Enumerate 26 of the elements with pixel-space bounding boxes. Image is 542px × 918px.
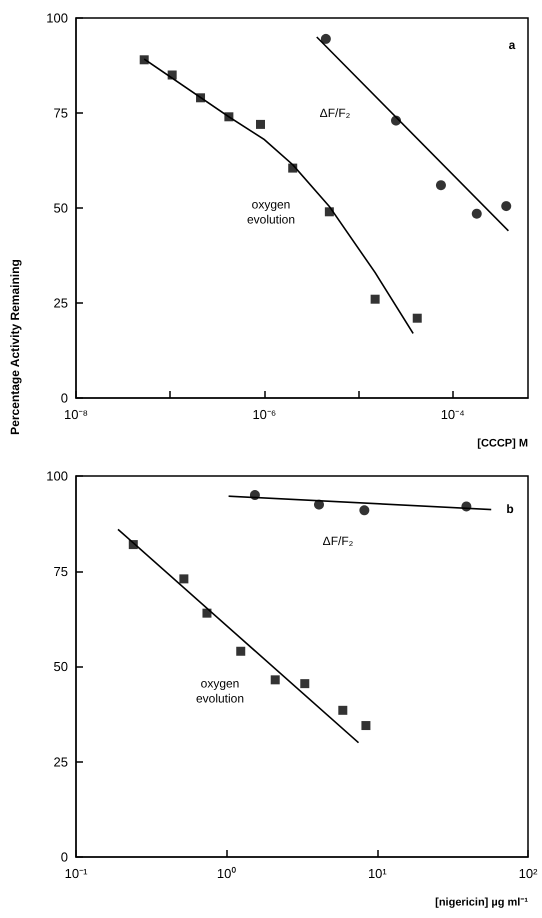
y-tick-label: 75: [54, 106, 68, 120]
x-axis-title: [CCCP] M: [477, 438, 528, 450]
x-tick-label: 10⁻¹: [64, 866, 88, 881]
annotation: oxygen evolution: [246, 198, 296, 226]
x-axis-title: [nigericin] µg ml⁻¹: [435, 896, 528, 908]
y-tick-label: 25: [54, 296, 68, 310]
x-tick-label: 10⁰: [216, 866, 236, 881]
y-tick-label: 75: [54, 564, 68, 579]
y-tick-label: 100: [46, 468, 68, 484]
annotation: ΔF/F₂: [322, 534, 354, 548]
x-tick-label: 10¹: [368, 866, 388, 881]
x-tick-label: 10⁻⁸: [64, 407, 88, 422]
x-tick-label: 10⁻⁴: [440, 407, 465, 422]
annotation: ΔF/F₂: [320, 106, 351, 120]
y-tick-label: 100: [46, 10, 68, 26]
x-tick-label: 10⁻⁶: [252, 407, 276, 422]
annotation: a: [508, 38, 516, 52]
x-tick-label: 10²: [518, 866, 538, 881]
annotation: b: [506, 502, 514, 516]
y-axis-title: Percentage Activity Remaining: [8, 258, 22, 437]
y-tick-label: 0: [60, 390, 68, 406]
y-tick-label: 50: [54, 200, 68, 216]
y-tick-label: 0: [60, 850, 68, 864]
y-tick-label: 50: [54, 659, 68, 674]
y-tick-label: 25: [54, 754, 68, 770]
annotation: oxygen evolution: [196, 676, 244, 706]
